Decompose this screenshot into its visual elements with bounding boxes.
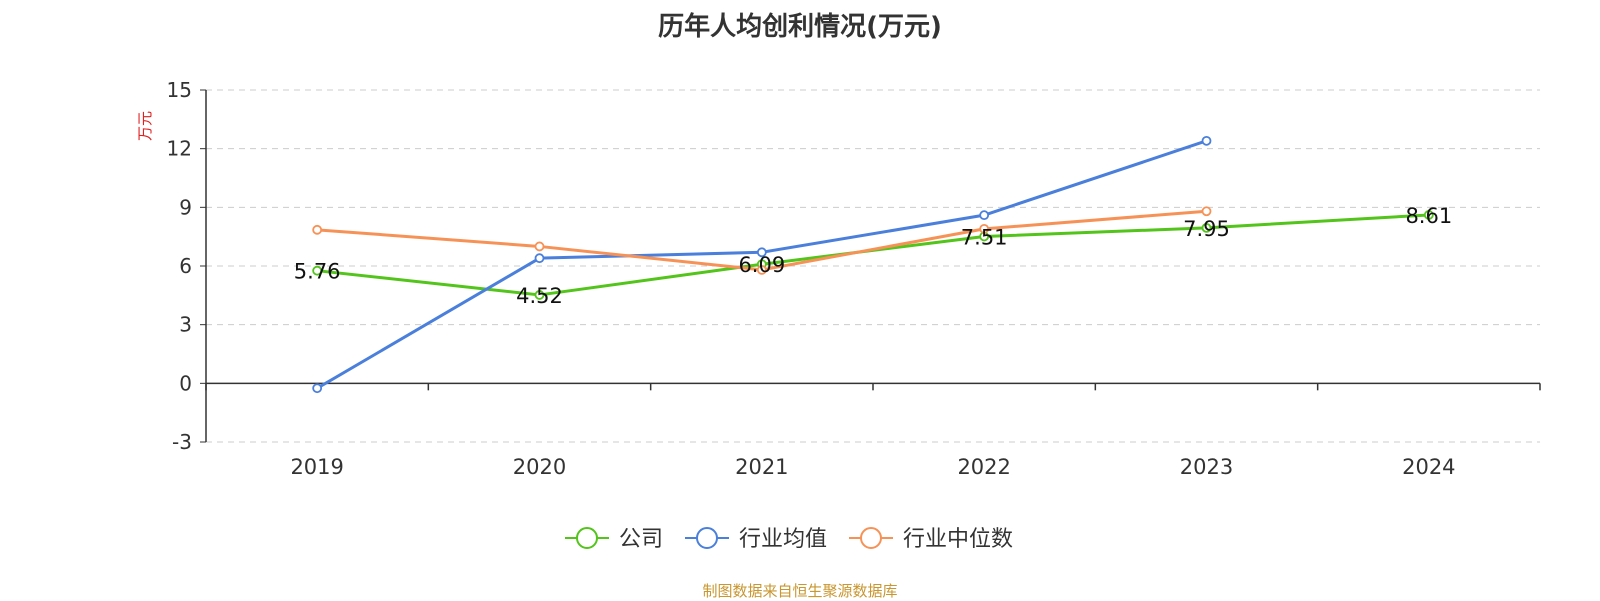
data-point — [756, 247, 767, 258]
x-tick-label: 2022 — [957, 455, 1010, 479]
data-point — [312, 224, 323, 235]
source-note: 制图数据来自恒生聚源数据库 — [702, 582, 898, 600]
chart-title: 历年人均创利情况(万元) — [658, 12, 942, 42]
series-line — [317, 213, 1429, 297]
data-point — [534, 290, 545, 300]
x-tick-label: 2021 — [735, 455, 788, 479]
data-point — [312, 265, 323, 276]
x-tick-label: 2019 — [290, 455, 343, 479]
data-point — [756, 265, 767, 275]
data-label: 6.09 — [738, 253, 785, 277]
data-label: 7.51 — [961, 225, 1008, 249]
y-axis-unit-label: 万元 — [136, 111, 154, 141]
x-tick-label: 2020 — [513, 455, 566, 479]
data-label: 5.76 — [294, 260, 341, 284]
x-tick-label: 2023 — [1180, 455, 1233, 479]
y-tick-label: -3 — [172, 430, 192, 454]
y-tick-label: 15 — [167, 78, 192, 102]
data-point — [1201, 206, 1212, 217]
data-point — [1201, 222, 1212, 233]
data-point — [1423, 210, 1434, 220]
data-label: 7.95 — [1183, 217, 1230, 241]
legend-label: 公司 — [619, 527, 663, 552]
legend-swatch-marker — [576, 527, 598, 549]
data-point — [534, 253, 545, 264]
legend-swatch-marker — [860, 527, 882, 549]
data-label: 8.61 — [1405, 204, 1452, 228]
data-point — [534, 241, 545, 252]
x-tick-label: 2024 — [1402, 455, 1455, 479]
legend-swatch-marker — [696, 527, 718, 549]
y-tick-label: 3 — [179, 313, 192, 337]
y-tick-label: 12 — [167, 137, 192, 161]
data-point — [979, 223, 990, 234]
y-tick-label: 9 — [179, 195, 192, 219]
legend-label: 行业中位数 — [903, 527, 1013, 552]
data-point — [1201, 135, 1212, 146]
data-label: 4.52 — [516, 284, 563, 308]
y-tick-label: 0 — [179, 371, 192, 395]
y-tick-label: 6 — [179, 254, 192, 278]
legend-label: 行业均值 — [739, 527, 827, 552]
data-point — [312, 383, 323, 394]
data-point — [979, 210, 990, 221]
